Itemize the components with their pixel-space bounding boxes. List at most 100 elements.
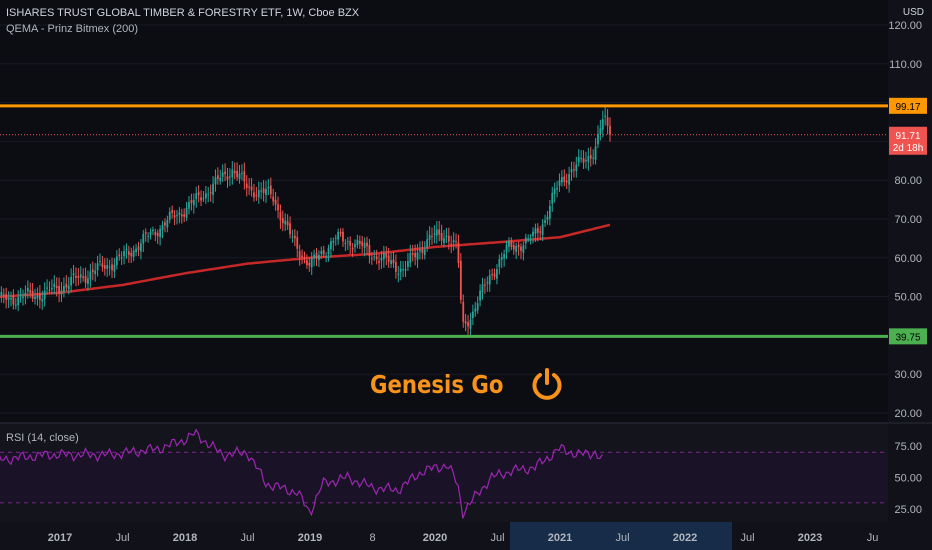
candle-body: [411, 253, 414, 255]
candle-body: [130, 252, 133, 257]
candle-body: [318, 254, 320, 261]
candle-body: [601, 119, 604, 130]
candle-body: [609, 125, 611, 135]
candle-body: [224, 171, 226, 175]
candle-body: [462, 302, 465, 322]
candle-body: [484, 284, 486, 286]
candle-body: [536, 228, 539, 233]
candle-body: [358, 240, 361, 244]
candle-body: [517, 244, 520, 248]
candle-body: [99, 261, 101, 263]
candle-body: [368, 245, 371, 257]
candle-body: [161, 224, 164, 230]
candle-body: [481, 284, 484, 293]
candle-body: [310, 257, 313, 268]
candle-body: [370, 258, 373, 260]
candle-body: [394, 262, 397, 272]
candle-body: [38, 293, 41, 300]
time-tick-label: 2018: [173, 532, 197, 544]
candle-body: [344, 243, 347, 245]
candle-body: [325, 256, 328, 258]
candle-body: [17, 297, 20, 306]
candle-body: [233, 170, 236, 174]
candle-body: [238, 173, 241, 179]
candle-body: [592, 157, 595, 159]
candle-body: [332, 240, 335, 243]
candle-body: [527, 238, 530, 240]
candle-body: [402, 269, 405, 271]
level-badge-label: 99.17: [895, 102, 920, 113]
candle-body: [491, 274, 494, 276]
candle-body: [43, 290, 46, 300]
rsi-legend[interactable]: RSI (14, close): [6, 432, 79, 444]
candle-body: [457, 242, 460, 263]
candle-body: [72, 273, 75, 276]
candle-body: [409, 253, 412, 263]
time-tick-label: Jul: [240, 532, 254, 544]
candle-body: [541, 224, 544, 235]
price-scale[interactable]: [888, 0, 932, 550]
candle-body: [404, 269, 407, 271]
candle-body: [267, 186, 270, 189]
candle-body: [327, 248, 330, 255]
indicator-legend[interactable]: QEMA - Prinz Bitmex (200): [6, 23, 139, 35]
candle-body: [36, 295, 39, 299]
candle-body: [435, 229, 438, 236]
candle-body: [570, 169, 573, 173]
candle-body: [366, 242, 368, 247]
time-scale[interactable]: [0, 522, 888, 550]
candle-body: [486, 282, 489, 284]
candle-body: [546, 216, 549, 221]
candle-body: [137, 246, 140, 250]
candle-body: [115, 256, 118, 266]
rsi-tick-label: 75.00: [894, 441, 922, 453]
chart-title: ISHARES TRUST GLOBAL TIMBER & FORESTRY E…: [6, 7, 360, 19]
candle-body: [575, 164, 578, 172]
candle-body: [498, 259, 501, 268]
time-tick-label: Ju: [867, 532, 879, 544]
candle-body: [82, 276, 85, 278]
candle-body: [70, 276, 73, 286]
candle-body: [231, 169, 234, 178]
candle-body: [221, 172, 224, 177]
rsi-tick-label: 25.00: [894, 504, 922, 516]
candle-body: [89, 271, 92, 280]
candle-body: [524, 237, 527, 244]
candle-body: [53, 283, 56, 288]
candle-body: [529, 238, 532, 240]
candle-body: [183, 214, 186, 217]
candle-body: [253, 192, 255, 198]
candle-body: [500, 256, 503, 260]
candle-body: [351, 247, 354, 250]
candle-body: [209, 192, 212, 194]
candle-body: [534, 228, 537, 234]
candle-body: [7, 297, 10, 300]
level-badge: [889, 97, 927, 114]
candle-body: [10, 298, 12, 300]
candle-body: [604, 115, 607, 117]
candle-body: [113, 264, 116, 272]
candle-body: [63, 285, 65, 292]
candle-body: [553, 188, 556, 195]
time-tick-label: 2019: [298, 532, 322, 544]
candle-body: [120, 257, 123, 259]
currency-label[interactable]: USD: [902, 7, 924, 18]
time-tick-label: Jul: [490, 532, 504, 544]
price-tick-label: 120.00: [888, 20, 922, 32]
candle-body: [505, 245, 508, 252]
qema-line: [0, 223, 611, 298]
candle-body: [48, 289, 51, 291]
candle-body: [197, 192, 200, 196]
candle-body: [301, 255, 303, 258]
price-tick-label: 110.00: [889, 59, 922, 71]
candle-body: [440, 233, 443, 241]
candle-body: [510, 241, 513, 247]
candle-body: [204, 193, 207, 199]
candle-body: [84, 275, 87, 283]
candle-body: [176, 215, 178, 217]
candle-body: [58, 285, 61, 294]
candle-body: [580, 157, 583, 159]
candle-body: [289, 223, 291, 235]
